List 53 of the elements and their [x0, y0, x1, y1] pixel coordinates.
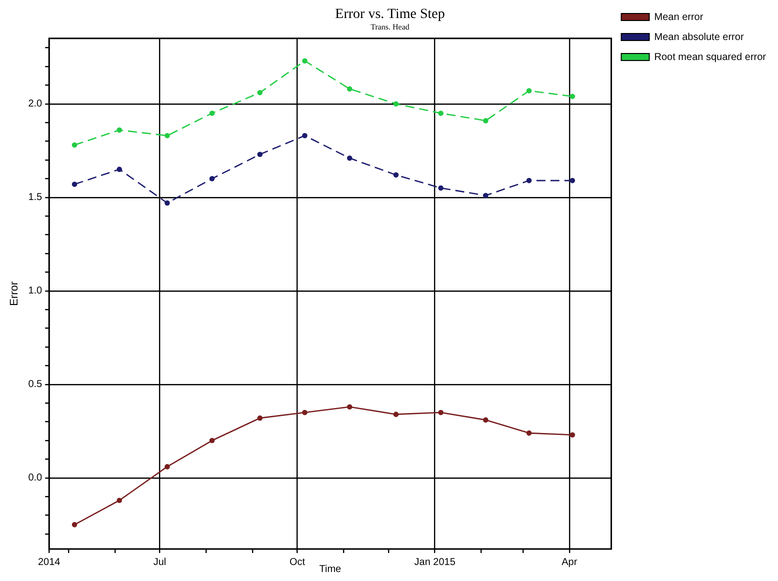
legend-label: Mean absolute error: [654, 32, 744, 43]
point: [116, 498, 122, 504]
point: [483, 417, 488, 423]
point: [570, 178, 576, 184]
point: [346, 155, 352, 161]
point: [346, 86, 352, 92]
point: [72, 182, 78, 187]
point: [393, 172, 399, 178]
x-tick-label: Apr: [562, 556, 578, 568]
point: [526, 178, 532, 184]
point: [257, 90, 263, 96]
point: [346, 404, 352, 410]
point: [570, 432, 576, 438]
legend-label: Root mean squared error: [654, 52, 767, 63]
x-axis-title: Time: [319, 564, 342, 575]
y-axis-title: Error: [8, 281, 21, 306]
point: [302, 410, 308, 416]
point: [302, 133, 308, 138]
point: [72, 522, 78, 528]
point: [72, 142, 78, 148]
point: [164, 464, 170, 470]
point: [438, 185, 444, 191]
y-tick-label: 0.0: [28, 472, 43, 484]
point: [164, 200, 170, 206]
point: [393, 412, 399, 417]
point: [209, 176, 215, 182]
point: [209, 110, 215, 116]
x-tick-label: Jul: [153, 556, 166, 568]
point: [209, 438, 215, 444]
point: [483, 118, 488, 124]
point: [257, 415, 263, 421]
legend-label: Mean error: [654, 12, 704, 23]
chart-title: Error vs. Time Step: [335, 7, 445, 22]
point: [302, 58, 308, 64]
point: [438, 110, 444, 116]
point: [257, 152, 263, 158]
point: [116, 166, 122, 172]
y-tick-label: 0.5: [28, 379, 43, 390]
point: [393, 101, 399, 107]
point: [438, 410, 444, 416]
point: [116, 127, 122, 133]
point: [570, 94, 576, 100]
y-tick-label: 2.0: [28, 98, 43, 110]
x-tick-label: Oct: [290, 556, 306, 568]
x-tick-label: 2014: [38, 556, 61, 568]
y-tick-label: 1.5: [28, 192, 43, 204]
point: [483, 192, 488, 198]
chart-subtitle: Trans. Head: [370, 22, 410, 32]
point: [526, 430, 532, 436]
point: [164, 133, 170, 138]
x-tick-label: Jan 2015: [414, 556, 456, 568]
point: [526, 88, 532, 94]
y-tick-label: 1.0: [28, 286, 43, 297]
